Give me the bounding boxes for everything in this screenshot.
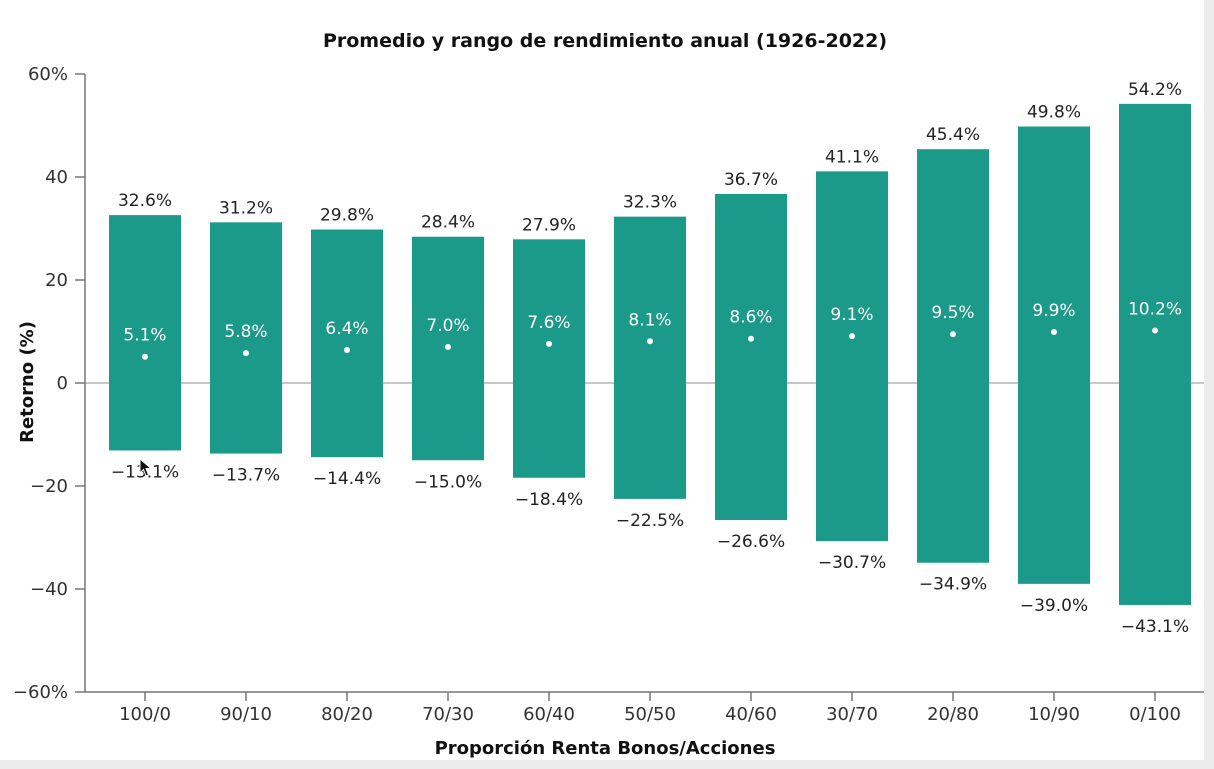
x-category-label: 60/40 (523, 704, 575, 725)
mean-value-label: 5.1% (123, 326, 166, 346)
range-bar (917, 149, 989, 563)
y-axis-title: Retorno (%) (17, 321, 38, 443)
max-value-label: 54.2% (1128, 80, 1182, 100)
mean-dot (142, 353, 148, 360)
y-tick-label: −20 (30, 476, 68, 497)
mean-dot (849, 333, 855, 340)
mean-value-label: 9.9% (1032, 301, 1075, 321)
x-axis: 100/0 90/10 80/20 70/30 60/40 50/50 40/60 30/70… (85, 691, 1204, 725)
mean-value-label: 9.1% (830, 305, 873, 325)
min-value-label: −26.6% (717, 532, 785, 552)
mean-value-label: 10.2% (1128, 299, 1182, 319)
x-category-label: 0/100 (1129, 704, 1181, 725)
y-tick-label: −60% (13, 682, 68, 703)
bars: 32.6%−13.1%5.1%31.2%−13.7%5.8%29.8%−14.4… (109, 80, 1191, 637)
min-value-label: −22.5% (616, 511, 684, 531)
mean-dot (445, 343, 451, 350)
x-category-label: 30/70 (826, 704, 878, 725)
min-value-label: −14.4% (313, 469, 381, 489)
min-value-label: −39.0% (1020, 596, 1088, 616)
min-value-label: −18.4% (515, 490, 583, 510)
mean-dot (748, 335, 754, 342)
range-bar (715, 193, 787, 520)
range-bar (210, 222, 282, 454)
mouse-cursor-icon (139, 458, 153, 477)
x-category-label: 70/30 (422, 704, 474, 725)
mean-value-label: 8.1% (628, 310, 671, 330)
range-bar (311, 229, 383, 458)
x-category-label: 40/60 (725, 704, 777, 725)
mean-value-label: 7.6% (527, 313, 570, 333)
mean-value-label: 7.0% (426, 316, 469, 336)
window-edge-right (1204, 0, 1214, 769)
chart-title: Promedio y rango de rendimiento anual (1… (323, 30, 887, 52)
min-value-label: −30.7% (818, 553, 886, 573)
mean-dot (1152, 327, 1158, 334)
mean-value-label: 5.8% (224, 322, 267, 342)
range-bar (1018, 126, 1090, 584)
min-value-label: −34.9% (919, 575, 987, 595)
mean-value-label: 9.5% (931, 303, 974, 323)
range-bar (513, 239, 585, 478)
min-value-label: −13.7% (212, 466, 280, 486)
y-tick-label: 0 (57, 373, 68, 394)
mean-value-label: 6.4% (325, 319, 368, 339)
max-value-label: 28.4% (421, 213, 475, 233)
max-value-label: 32.3% (623, 193, 677, 213)
mean-dot (1051, 329, 1057, 336)
mean-value-label: 8.6% (729, 308, 772, 328)
y-tick-label: −40 (30, 579, 68, 600)
x-category-label: 50/50 (624, 704, 676, 725)
y-tick-label: 60% (28, 64, 68, 85)
min-value-label: −15.0% (414, 472, 482, 492)
min-value-label: −43.1% (1121, 617, 1189, 637)
x-category-label: 100/0 (119, 704, 171, 725)
x-axis-title: Proporción Renta Bonos/Acciones (435, 738, 776, 759)
range-bar (1119, 103, 1191, 605)
mean-dot (546, 340, 552, 347)
x-category-label: 10/90 (1028, 704, 1080, 725)
max-value-label: 41.1% (825, 147, 879, 167)
max-value-label: 31.2% (219, 198, 273, 218)
mean-dot (344, 347, 350, 354)
mean-dot (647, 338, 653, 345)
y-tick-label: 40 (45, 167, 68, 188)
x-category-label: 80/20 (321, 704, 373, 725)
mean-dot (950, 331, 956, 338)
max-value-label: 29.8% (320, 206, 374, 226)
max-value-label: 27.9% (522, 215, 576, 235)
y-tick-label: 20 (45, 270, 68, 291)
max-value-label: 32.6% (118, 191, 172, 211)
max-value-label: 36.7% (724, 170, 778, 190)
range-bar (816, 171, 888, 542)
max-value-label: 45.4% (926, 125, 980, 145)
y-axis: 60% 40 20 0 −20 −40 −60% (13, 64, 1204, 703)
window-edge-bottom (0, 760, 1214, 769)
mean-dot (243, 350, 249, 357)
range-bar (109, 215, 181, 451)
x-category-label: 90/10 (220, 704, 272, 725)
range-bar (614, 216, 686, 499)
x-category-label: 20/80 (927, 704, 979, 725)
max-value-label: 49.8% (1027, 103, 1081, 123)
